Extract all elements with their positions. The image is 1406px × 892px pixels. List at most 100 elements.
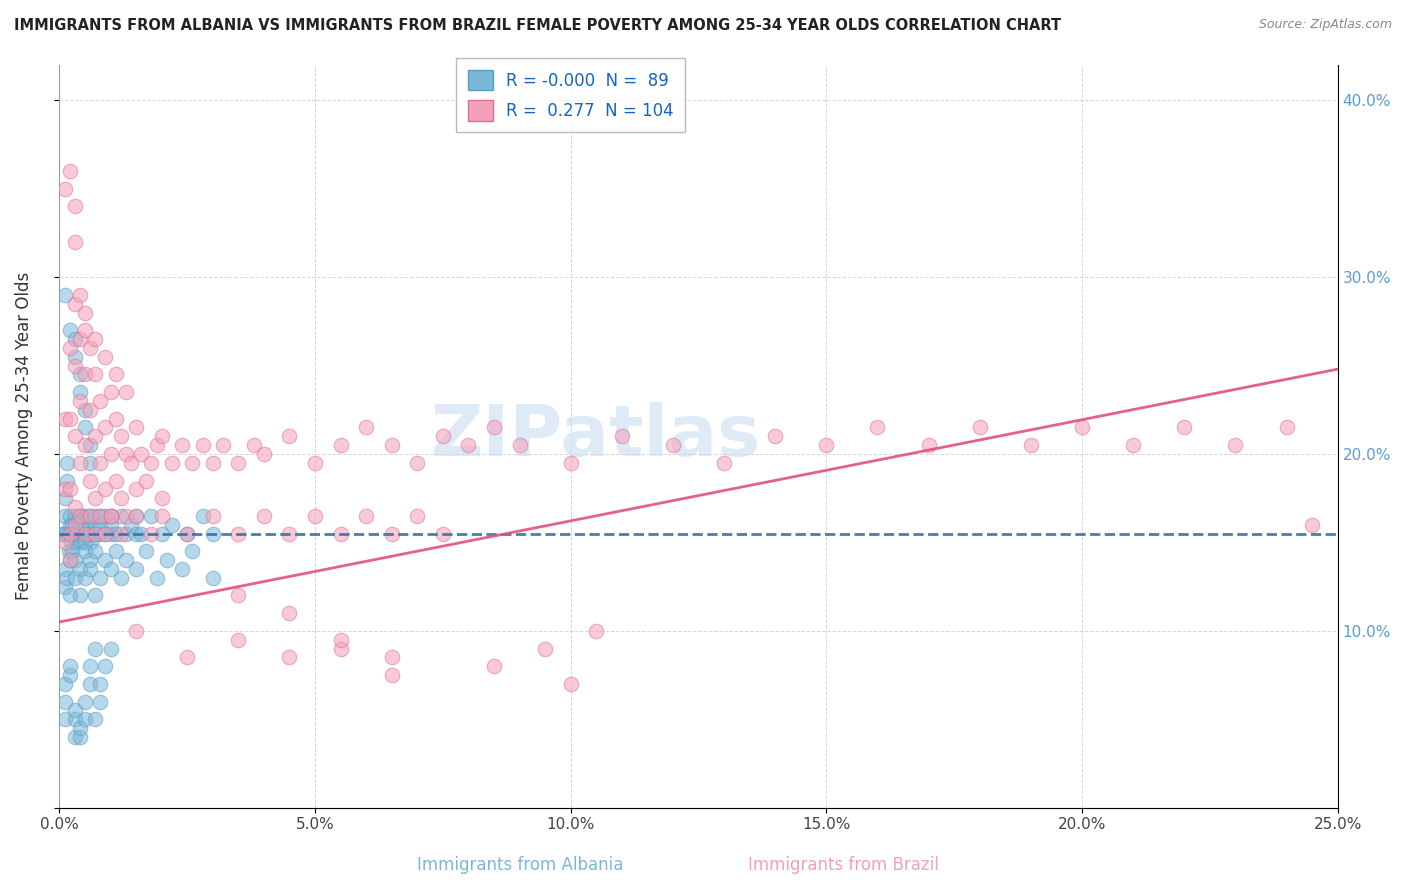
Point [115,553,138,567]
Point [100,517,122,532]
Point [79,526,101,541]
Point [79,341,101,355]
Point [89,526,111,541]
Point [125,420,148,434]
Point [304,456,326,470]
Point [406,456,429,470]
Point [56,571,79,585]
Point [63,712,86,726]
Point [150,429,173,443]
Point [228,589,250,603]
Point [94,526,117,541]
Point [89,677,111,691]
Point [104,411,127,425]
Point [79,508,101,523]
Point [94,508,117,523]
Point [84,641,107,656]
Point [69,508,91,523]
Point [69,721,91,735]
Point [53,677,76,691]
Point [73,535,96,549]
Point [53,483,76,497]
Point [120,517,142,532]
Point [141,508,163,523]
Point [63,571,86,585]
Point [917,438,939,452]
Point [110,429,132,443]
Point [89,456,111,470]
Legend: R = -0.000  N =  89, R =  0.277  N = 104: R = -0.000 N = 89, R = 0.277 N = 104 [456,59,685,133]
Point [59,164,82,178]
Point [59,535,82,549]
Point [58,544,80,558]
Point [73,571,96,585]
Point [1122,438,1144,452]
Point [84,544,107,558]
Point [125,508,148,523]
Point [104,526,127,541]
Point [278,526,301,541]
Point [104,474,127,488]
Point [176,650,198,665]
Point [172,438,194,452]
Point [79,562,101,576]
Point [89,695,111,709]
Point [84,491,107,506]
Point [110,508,132,523]
Point [63,350,86,364]
Point [100,447,122,461]
Point [73,438,96,452]
Point [201,571,224,585]
Point [63,359,86,373]
Point [763,429,786,443]
Point [69,394,91,409]
Point [63,517,86,532]
Point [52,526,75,541]
Point [69,589,91,603]
Point [69,332,91,346]
Point [59,526,82,541]
Point [1225,438,1247,452]
Point [59,668,82,682]
Point [73,305,96,319]
Point [53,182,76,196]
Point [110,491,132,506]
Point [59,553,82,567]
Point [63,526,86,541]
Point [176,526,198,541]
Point [141,526,163,541]
Point [53,288,76,302]
Point [125,526,148,541]
Point [63,296,86,310]
Point [1019,438,1042,452]
Point [129,526,152,541]
Point [79,526,101,541]
Point [79,677,101,691]
Point [69,526,91,541]
Point [60,544,83,558]
Point [125,624,148,638]
Point [228,526,250,541]
Point [135,474,157,488]
Point [560,677,582,691]
Point [115,447,138,461]
Point [63,500,86,514]
Point [69,517,91,532]
Point [253,447,276,461]
Point [278,606,301,620]
Point [69,508,91,523]
Point [73,402,96,417]
Point [84,429,107,443]
Point [181,456,204,470]
Point [84,508,107,523]
Y-axis label: Female Poverty Among 25-34 Year Olds: Female Poverty Among 25-34 Year Olds [15,272,32,600]
Point [73,526,96,541]
Point [354,508,377,523]
Point [713,456,735,470]
Point [63,332,86,346]
Point [79,553,101,567]
Point [176,526,198,541]
Point [381,650,404,665]
Point [150,508,173,523]
Point [104,544,127,558]
